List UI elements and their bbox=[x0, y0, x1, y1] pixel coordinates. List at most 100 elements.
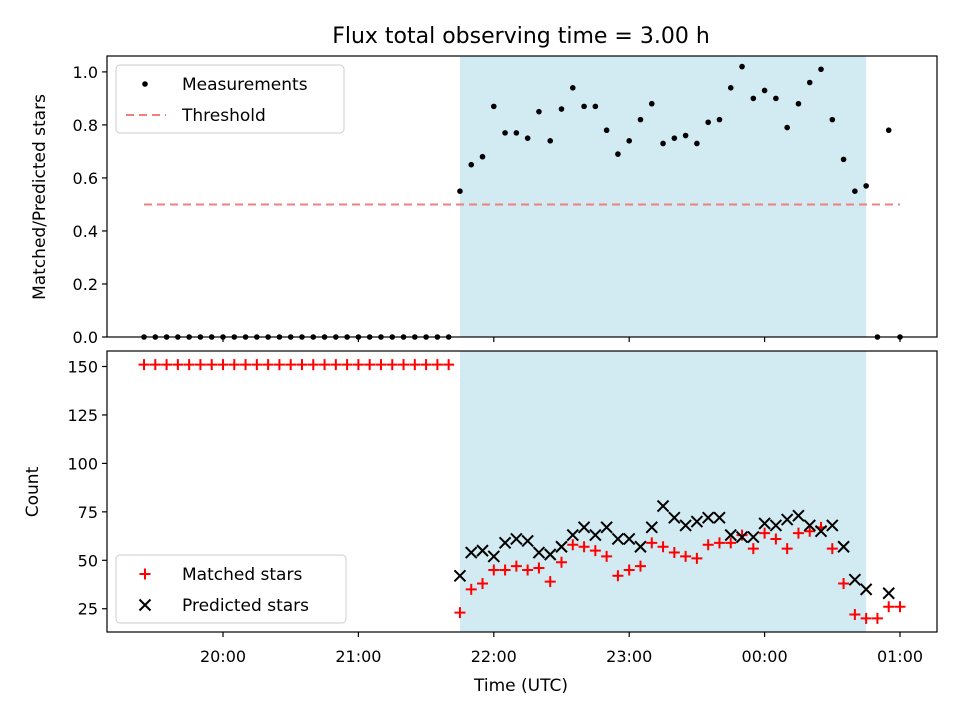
measurement-point bbox=[739, 63, 745, 70]
matched-stars-point bbox=[646, 537, 658, 549]
measurement-point bbox=[671, 135, 678, 141]
predicted-stars-point bbox=[645, 521, 658, 534]
matched-stars-point bbox=[273, 359, 285, 371]
matched-stars-point bbox=[702, 539, 714, 551]
matched-stars-point bbox=[770, 533, 782, 545]
predicted-stars-point bbox=[634, 540, 647, 553]
measurement-point bbox=[727, 85, 734, 91]
predicted-stars-point bbox=[555, 540, 568, 553]
predicted-stars-point bbox=[510, 532, 523, 546]
y-tick-label: 0.8 bbox=[73, 116, 98, 135]
measurement-point bbox=[806, 79, 813, 86]
matched-stars-point bbox=[431, 359, 443, 371]
predicted-stars-point bbox=[487, 550, 501, 563]
axes-frame bbox=[106, 55, 938, 338]
matched-stars-point bbox=[183, 359, 195, 371]
matched-stars-point bbox=[398, 359, 410, 371]
matched-stars-point bbox=[634, 560, 646, 572]
matched-stars-point bbox=[792, 527, 804, 539]
y-tick-label: 1.0 bbox=[73, 63, 98, 82]
predicted-stars-point bbox=[848, 573, 862, 586]
measurement-point bbox=[558, 106, 565, 112]
predicted-stars-point bbox=[465, 546, 478, 559]
legend: Measurements Threshold bbox=[115, 64, 345, 134]
predicted-stars-point bbox=[589, 528, 602, 542]
matched-stars-point bbox=[375, 359, 387, 371]
matched-stars-point bbox=[849, 609, 861, 621]
measurement-point bbox=[603, 127, 610, 134]
matched-stars-point bbox=[217, 359, 229, 371]
bottom-y-axis-label: Count bbox=[23, 466, 43, 517]
matched-stars-point bbox=[838, 578, 850, 590]
predicted-stars-point bbox=[656, 499, 670, 513]
measurement-point bbox=[863, 183, 869, 189]
y-tick-label: 125 bbox=[67, 406, 98, 425]
x-tick-label: 23:00 bbox=[606, 647, 652, 666]
measurement-point bbox=[491, 103, 497, 110]
predicted-stars-point bbox=[532, 546, 546, 559]
predicted-stars-point bbox=[668, 511, 681, 524]
measurement-point bbox=[829, 116, 836, 123]
predicted-stars-point bbox=[758, 517, 771, 530]
predicted-stars-point bbox=[837, 540, 850, 553]
predicted-stars-point bbox=[622, 532, 636, 546]
matched-stars-point bbox=[228, 359, 240, 371]
matched-stars-point bbox=[680, 550, 692, 562]
y-tick-label: 50 bbox=[78, 551, 98, 570]
predicted-stars-point bbox=[780, 513, 794, 526]
legend-marker-x bbox=[138, 598, 152, 612]
matched-stars-point bbox=[612, 570, 624, 582]
matched-stars-point bbox=[691, 552, 703, 564]
matched-stars-point bbox=[161, 359, 173, 371]
matched-stars-point bbox=[499, 564, 511, 576]
measurement-point bbox=[468, 161, 475, 168]
top-panel: 0.0 0.2 0.4 0.6 0.8 1.0 Measurements Threshold bbox=[73, 55, 938, 347]
legend-label: Matched stars bbox=[182, 565, 302, 585]
predicted-stars-point bbox=[803, 519, 816, 532]
measurement-point bbox=[750, 95, 757, 102]
chart-title: Flux total observing time = 3.00 h bbox=[332, 24, 710, 49]
matched-stars-point bbox=[736, 529, 748, 541]
matched-stars-point bbox=[149, 359, 161, 371]
measurement-point bbox=[705, 119, 711, 126]
predicted-stars-point bbox=[747, 530, 760, 544]
matched-stars-point bbox=[420, 359, 432, 371]
matched-stars-point bbox=[713, 537, 725, 549]
matched-stars-point bbox=[341, 359, 353, 371]
predicted-stars-point bbox=[882, 587, 895, 600]
predicted-stars-point bbox=[859, 583, 873, 596]
measurement-point bbox=[784, 124, 790, 131]
measurement-point bbox=[513, 130, 520, 136]
predicted-stars-point bbox=[498, 536, 512, 550]
matched-stars-point bbox=[871, 612, 883, 624]
predicted-stars-point bbox=[566, 528, 579, 542]
measurement-point bbox=[682, 132, 689, 139]
measurement-point bbox=[592, 103, 599, 110]
matched-stars-point bbox=[804, 525, 816, 537]
matched-stars-point bbox=[285, 359, 297, 371]
measurement-point bbox=[885, 127, 892, 134]
predicted-stars-point bbox=[769, 519, 783, 532]
matched-stars-point bbox=[567, 539, 579, 551]
legend-label: Measurements bbox=[182, 75, 308, 95]
matched-stars-point bbox=[488, 564, 500, 576]
y-tick-label: 100 bbox=[67, 454, 98, 473]
measurement-point bbox=[840, 156, 847, 163]
measurement-point bbox=[626, 138, 632, 144]
predicted-stars-point bbox=[600, 521, 613, 534]
predicted-stars-point bbox=[724, 528, 737, 542]
matched-stars-point bbox=[319, 359, 331, 371]
legend-label: Predicted stars bbox=[182, 596, 309, 616]
legend-box bbox=[115, 554, 347, 624]
predicted-stars-point bbox=[826, 519, 839, 532]
predicted-stars-point bbox=[611, 532, 625, 546]
predicted-stars-point bbox=[577, 521, 591, 534]
matched-stars-point bbox=[623, 564, 635, 576]
measurement-point bbox=[502, 130, 508, 136]
matched-stars-point bbox=[725, 537, 737, 549]
matched-stars-point bbox=[759, 527, 771, 539]
matched-stars-point bbox=[443, 359, 455, 371]
legend-box bbox=[115, 64, 345, 134]
x-tick-label: 20:00 bbox=[200, 647, 246, 666]
